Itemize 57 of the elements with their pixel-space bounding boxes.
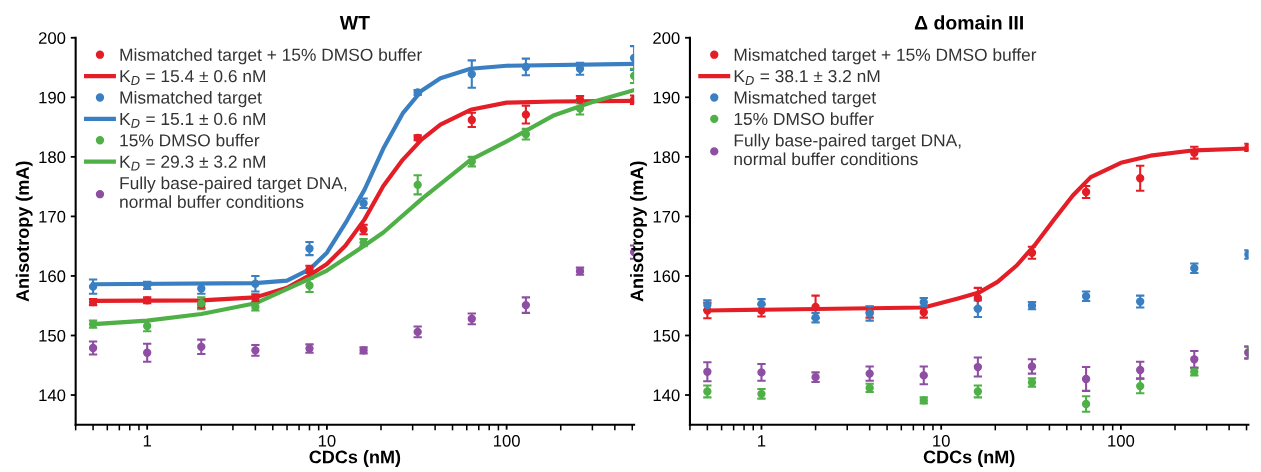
point — [413, 180, 422, 190]
point — [143, 348, 152, 357]
legend-label: K$_{D}$ = 15.1 ± 0.6 nM — [120, 112, 266, 128]
y-tick-label: 140 — [653, 389, 680, 402]
legend-label: Fully base-paired target DNA, normal buffer conditions — [734, 133, 961, 166]
legend-label: Fully base-paired target DNA, normal buffer conditions — [120, 176, 347, 208]
x-axis-title: CDCs (nM) — [923, 450, 1015, 467]
legend-label: Mismatched target + 15% DMSO buffer — [120, 48, 422, 65]
point — [703, 367, 712, 376]
x-tick-label: 100 — [494, 434, 520, 447]
y-tick-label: 190 — [39, 91, 66, 104]
point — [1081, 374, 1091, 384]
point — [1081, 399, 1091, 409]
y-axis-title: Anisotropy (mA) — [15, 161, 33, 302]
x-axis-title: CDCs (nM) — [309, 450, 401, 467]
x-tick-label: 1 — [758, 435, 766, 447]
point — [521, 110, 531, 119]
y-tick-label: 200 — [653, 32, 680, 44]
y-tick-label: 180 — [653, 151, 680, 164]
legend-label: Mismatched target — [734, 90, 877, 108]
y-tick-label: 170 — [39, 210, 66, 223]
point — [88, 282, 98, 291]
x-tick-label: 1 — [143, 435, 151, 447]
y-tick-label: 150 — [39, 329, 66, 342]
y-axis-title: Anisotropy (mA) — [630, 161, 647, 302]
legend-label: K$_{D}$ = 38.1 ± 3.2 nM — [734, 70, 880, 85]
chart-title: WT — [339, 16, 370, 30]
legend-label: 15% DMSO buffer — [120, 133, 260, 147]
point — [757, 368, 766, 377]
legend-label: Mismatched target — [120, 90, 262, 108]
legend-label: K$_{D}$ = 29.3 ± 3.2 nM — [120, 155, 266, 171]
y-tick-label: 170 — [653, 210, 680, 223]
point — [251, 279, 260, 288]
y-tick-label: 150 — [653, 329, 680, 342]
y-tick-label: 200 — [38, 32, 66, 44]
x-tick-label: 10 — [318, 434, 336, 447]
legend-label: K$_{D}$ = 15.4 ± 0.6 nM — [120, 70, 266, 85]
point — [467, 69, 476, 79]
point — [521, 62, 531, 72]
y-tick-label: 190 — [653, 91, 680, 104]
x-tick-label: 100 — [1108, 434, 1135, 447]
x-tick-label: 10 — [933, 434, 950, 447]
point — [1136, 174, 1145, 183]
point — [1027, 362, 1037, 371]
legend-label: Mismatched target + 15% DMSO buffer — [734, 48, 1037, 65]
y-tick-label: 180 — [39, 151, 66, 164]
point — [919, 371, 928, 380]
point — [1136, 365, 1145, 375]
y-tick-label: 160 — [39, 270, 66, 283]
legend-label: 15% DMSO buffer — [734, 112, 874, 126]
y-tick-label: 160 — [653, 270, 680, 283]
point — [973, 293, 983, 303]
point — [1190, 355, 1199, 364]
y-tick-label: 140 — [39, 389, 66, 402]
point — [973, 362, 983, 372]
chart-title: Δ domain III — [914, 15, 1023, 30]
point — [521, 300, 531, 310]
